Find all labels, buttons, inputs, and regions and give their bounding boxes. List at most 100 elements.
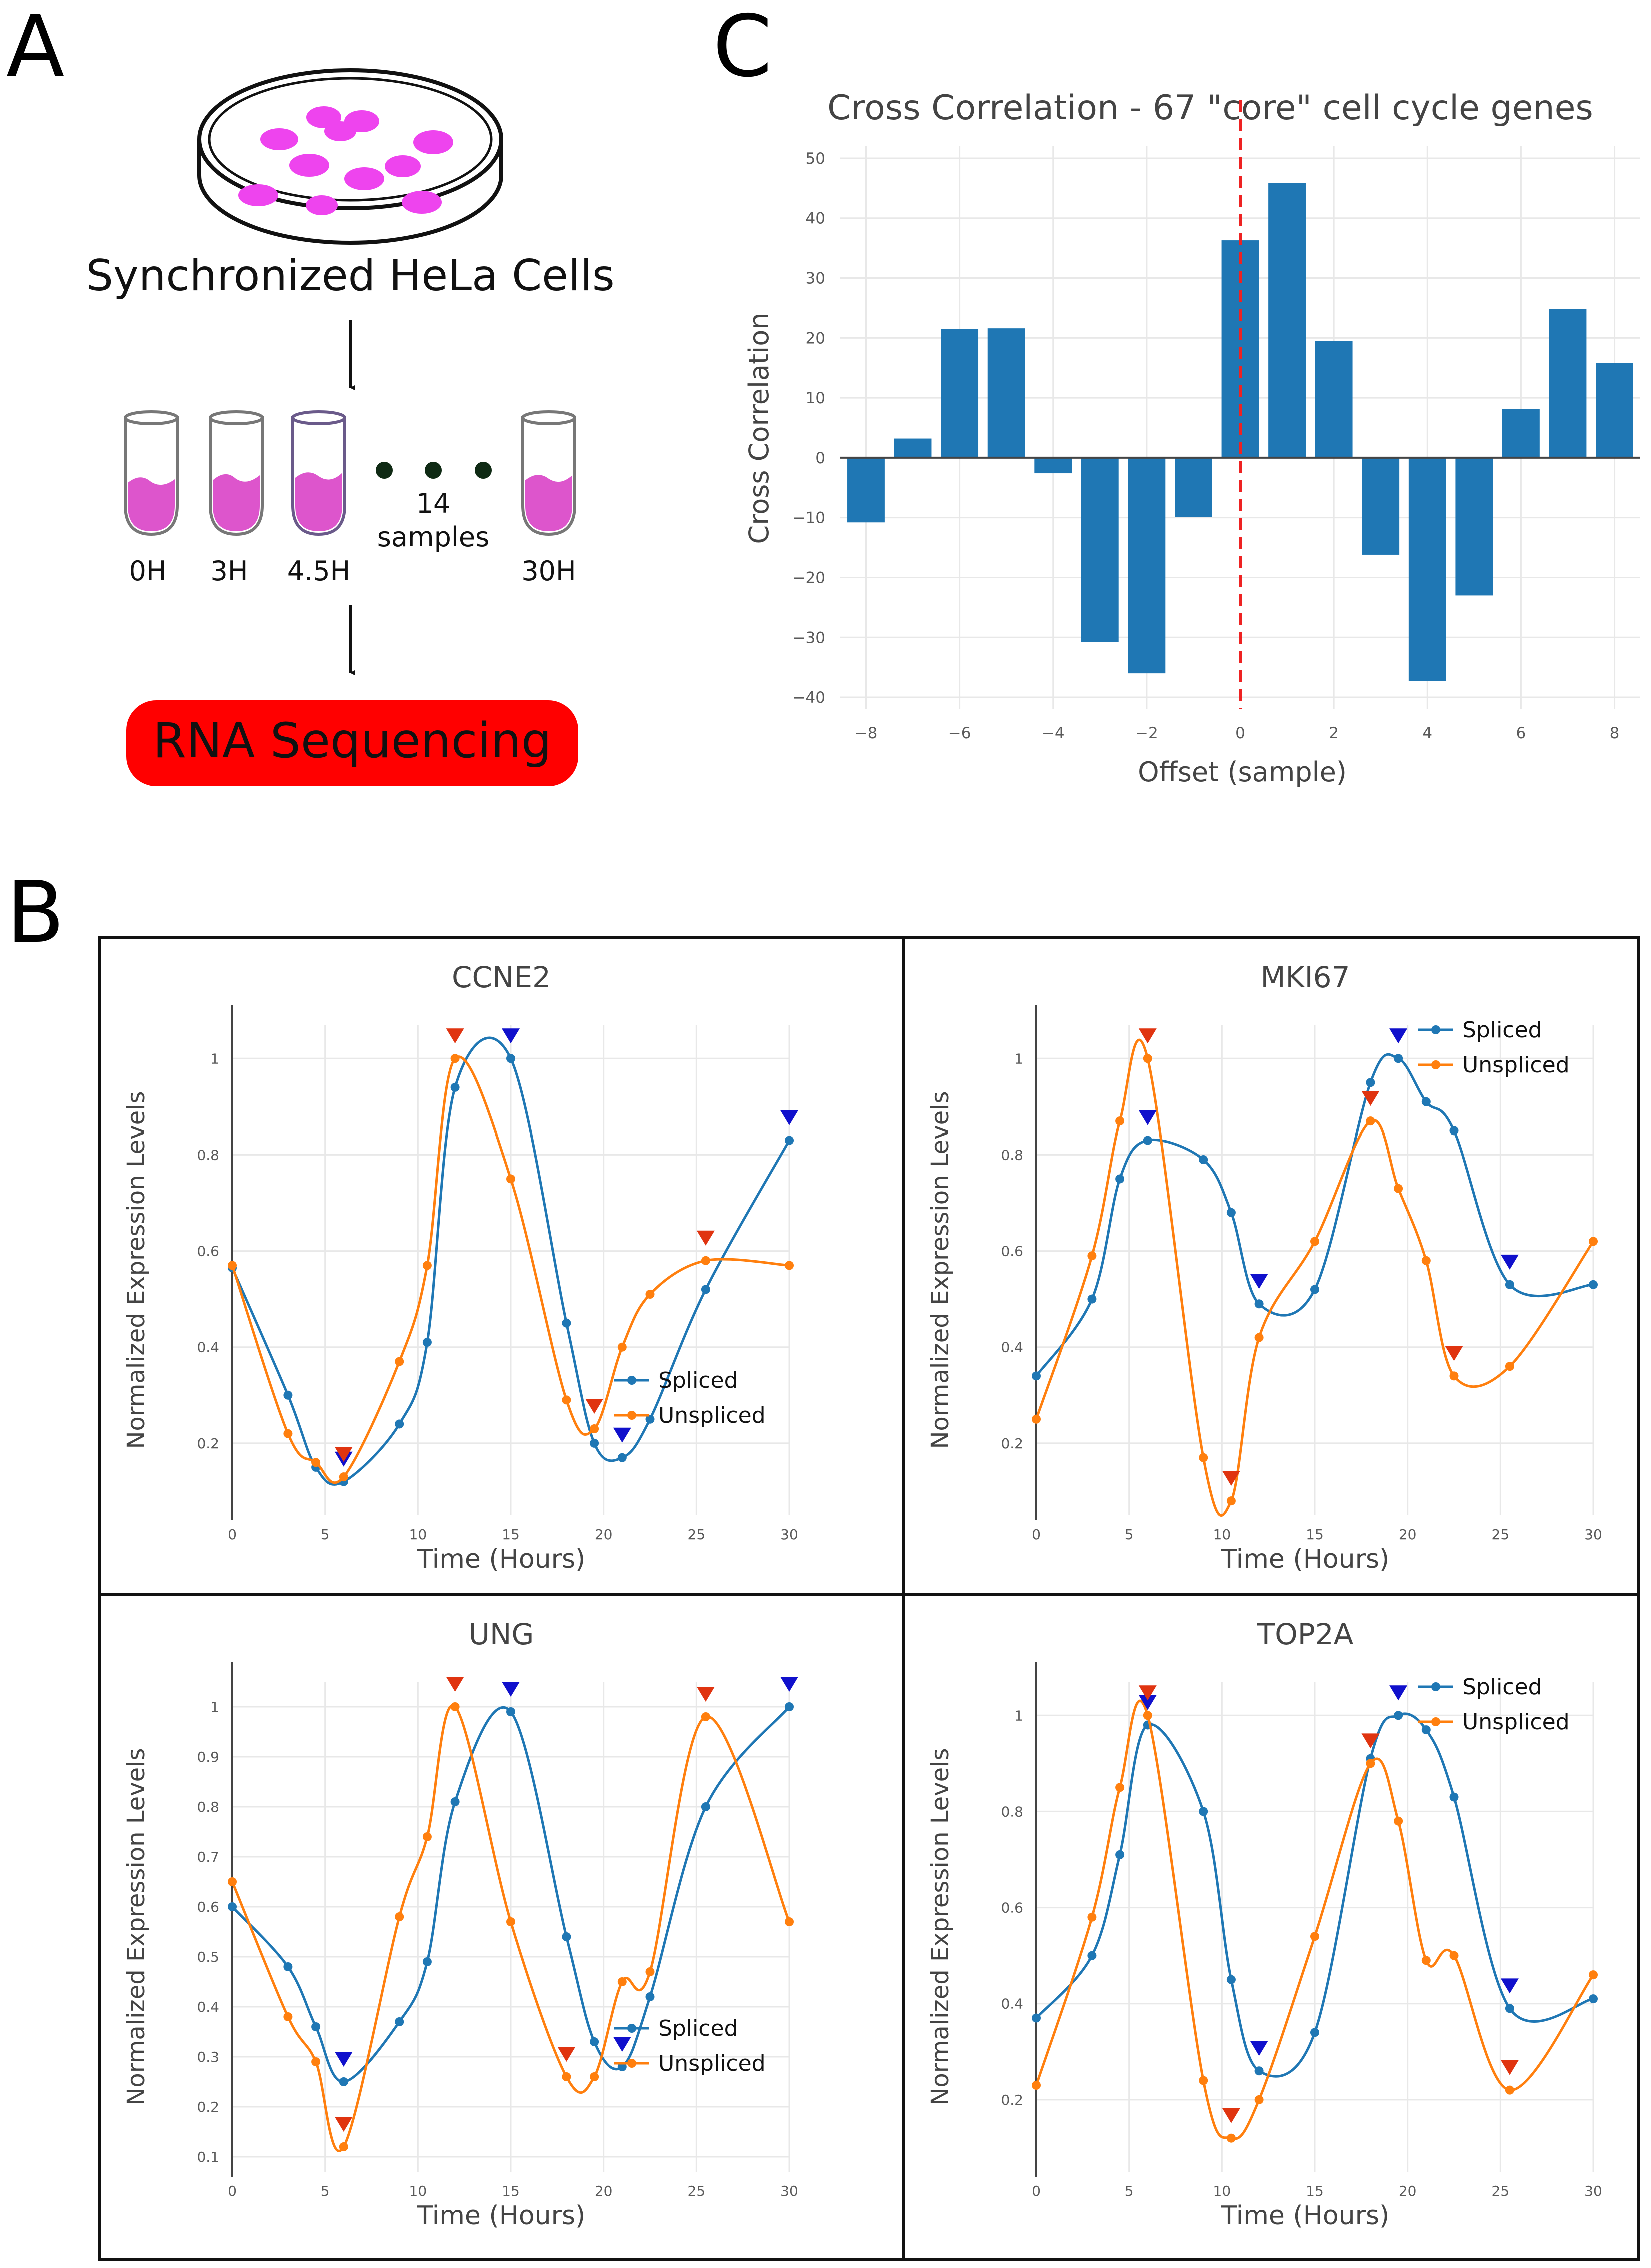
legend-swatch-dot — [627, 1411, 636, 1420]
data-point-unspliced — [1394, 1816, 1403, 1826]
data-point-spliced — [1226, 1208, 1236, 1217]
tube-icon — [209, 410, 264, 536]
y-tick-label: 0.8 — [1001, 1803, 1023, 1820]
legend-label: Unspliced — [1462, 1709, 1570, 1735]
data-point-unspliced — [506, 1917, 515, 1926]
y-tick-label: 0.6 — [197, 1243, 219, 1260]
peak-marker-unspliced — [585, 1399, 604, 1414]
data-point-spliced — [395, 2017, 404, 2026]
data-point-unspliced — [1254, 2095, 1264, 2104]
data-point-unspliced — [1421, 1256, 1431, 1265]
data-point-unspliced — [395, 1912, 404, 1921]
y-tick-label: 0.8 — [1001, 1147, 1023, 1163]
x-tick-label: 8 — [1610, 724, 1620, 742]
peak-marker-unspliced — [334, 2117, 353, 2132]
data-point-unspliced — [1366, 1759, 1375, 1768]
bar — [894, 438, 932, 458]
data-point-spliced — [1115, 1850, 1125, 1859]
peak-marker-spliced — [1138, 1110, 1157, 1125]
y-tick-label: 10 — [806, 389, 825, 407]
x-axis-label: Time (Hours) — [1221, 2201, 1390, 2231]
y-tick-label: 0.5 — [197, 1949, 219, 1965]
y-tick-label: 0 — [815, 449, 825, 467]
y-tick-label: 0.6 — [1001, 1900, 1023, 1916]
data-point-spliced — [1226, 1975, 1236, 1984]
x-tick-label: 20 — [1399, 2183, 1417, 2199]
tube-label: 30H — [521, 555, 576, 587]
peak-marker-spliced — [1250, 1274, 1268, 1289]
x-tick-label: 15 — [502, 2183, 520, 2199]
y-tick-label: 0.2 — [1001, 2092, 1023, 2108]
data-point-spliced — [590, 1438, 599, 1448]
data-point-spliced — [590, 2037, 599, 2046]
data-point-spliced — [1032, 2013, 1041, 2023]
chart-title: Cross Correlation - 67 "core" cell cycle… — [827, 88, 1593, 128]
x-tick-label: −6 — [948, 724, 971, 742]
bar — [1315, 341, 1353, 458]
x-tick-label: 30 — [1584, 2183, 1602, 2199]
data-point-unspliced — [1310, 1932, 1319, 1941]
data-point-unspliced — [617, 1342, 627, 1352]
data-point-spliced — [1589, 1994, 1598, 2004]
legend-label: Spliced — [1462, 1017, 1542, 1043]
y-tick-label: 0.3 — [197, 2049, 219, 2065]
data-point-spliced — [450, 1082, 460, 1092]
y-tick-label: 0.4 — [1001, 1339, 1023, 1356]
x-tick-label: 5 — [1125, 2183, 1134, 2199]
data-point-spliced — [1449, 1792, 1459, 1802]
data-point-unspliced — [506, 1174, 515, 1184]
data-point-spliced — [1115, 1174, 1125, 1184]
data-point-spliced — [283, 1390, 293, 1400]
x-tick-label: 5 — [1125, 1526, 1134, 1543]
y-tick-label: 0.4 — [1001, 1996, 1023, 2012]
y-tick-label: 0.9 — [197, 1749, 219, 1765]
y-axis-label: Cross Correlation — [743, 313, 775, 544]
peak-marker-spliced — [1500, 1978, 1519, 1994]
data-point-spliced — [785, 1702, 794, 1711]
bar — [1128, 457, 1166, 674]
data-point-unspliced — [283, 1429, 293, 1438]
data-point-unspliced — [1505, 2085, 1514, 2095]
data-point-spliced — [1032, 1371, 1041, 1381]
x-tick-label: −4 — [1042, 724, 1065, 742]
x-tick-label: 15 — [1306, 2183, 1324, 2199]
y-axis-label: Normalized Expression Levels — [926, 1748, 954, 2106]
x-tick-label: −8 — [855, 724, 878, 742]
peak-marker-spliced — [1250, 2041, 1268, 2056]
peak-marker-unspliced — [446, 1028, 464, 1044]
data-point-spliced — [562, 1318, 571, 1328]
y-axis-label: Normalized Expression Levels — [926, 1091, 954, 1449]
y-tick-label: 0.2 — [1001, 1435, 1023, 1452]
chart-title: MKI67 — [1261, 960, 1350, 994]
peak-marker-unspliced — [1500, 2060, 1519, 2075]
peak-marker-unspliced — [1138, 1685, 1157, 1701]
cells-label: Synchronized HeLa Cells — [86, 251, 614, 301]
data-point-unspliced — [1226, 2133, 1236, 2143]
peak-marker-spliced — [1138, 1695, 1157, 1710]
y-tick-label: −30 — [793, 629, 825, 647]
bar — [847, 457, 885, 523]
data-point-spliced — [562, 1932, 571, 1941]
y-tick-label: 0.7 — [197, 1849, 219, 1865]
data-point-unspliced — [1087, 1912, 1097, 1922]
chart-title: CCNE2 — [452, 960, 551, 994]
data-point-spliced — [645, 1992, 655, 2001]
legend-label: Spliced — [658, 2016, 738, 2041]
data-point-unspliced — [339, 1472, 348, 1482]
data-point-spliced — [1199, 1155, 1208, 1165]
data-point-spliced — [1310, 2028, 1319, 2037]
legend-swatch-dot — [1431, 1682, 1440, 1691]
data-point-spliced — [645, 1414, 655, 1424]
tube-icon — [521, 410, 576, 536]
peak-marker-unspliced — [1222, 1471, 1240, 1486]
data-point-unspliced — [422, 1261, 432, 1270]
x-tick-label: 25 — [688, 2183, 706, 2199]
chart-title: UNG — [469, 1617, 534, 1651]
y-axis-label: Normalized Expression Levels — [122, 1748, 150, 2106]
y-tick-label: 50 — [806, 150, 825, 168]
chart-ung: 0.10.20.30.40.50.60.70.80.910 5 10 15 20 25 30… — [122, 1617, 798, 2231]
data-point-spliced — [1087, 1294, 1097, 1304]
data-point-spliced — [339, 2077, 348, 2086]
data-point-spliced — [701, 1285, 710, 1294]
